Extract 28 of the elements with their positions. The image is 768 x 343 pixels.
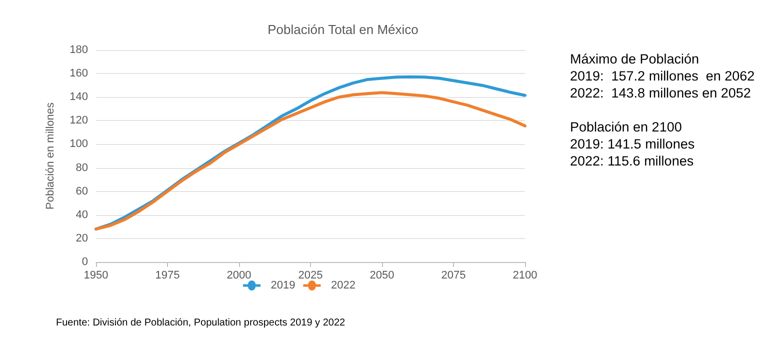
x-tick-label: 1975 xyxy=(155,270,180,282)
y-tick-label: 60 xyxy=(76,185,88,198)
y-tick-label: 40 xyxy=(76,208,88,221)
y-tick-label: 120 xyxy=(70,114,88,127)
y-axis-title: Población en millones xyxy=(44,102,56,210)
y-tick-label: 0 xyxy=(82,256,88,268)
x-tick-label: 2075 xyxy=(441,270,466,282)
y-tick-label: 100 xyxy=(70,138,88,150)
text: Población en 2100 xyxy=(570,120,682,134)
source-note: Fuente: División de Población, Population prospects 2019 y 2022 xyxy=(56,318,346,328)
y-tick-label: 20 xyxy=(76,232,88,244)
x-tick-label: 2025 xyxy=(298,270,323,282)
x-tick-label: 1950 xyxy=(84,270,108,282)
text: Máximo de Población xyxy=(570,52,700,66)
x-tick-label: 2000 xyxy=(226,270,252,282)
y-tick-label: 140 xyxy=(70,91,88,104)
x-tick-label: 2100 xyxy=(512,270,538,282)
text: 2019: 157.2 millones en 2062 xyxy=(570,68,755,84)
text: 2022: 115.6 millones xyxy=(570,154,694,168)
y-tick-label: 160 xyxy=(70,68,88,80)
y-tick-label: 80 xyxy=(76,162,88,174)
y-tick-label: 180 xyxy=(70,44,88,56)
legend-label: 2022 xyxy=(330,280,356,292)
chart-title: Población Total en México xyxy=(268,22,418,37)
legend-label: 2019 xyxy=(270,280,296,292)
text: 2019: 141.5 millones xyxy=(570,136,695,152)
x-tick-label: 2050 xyxy=(370,270,394,282)
text: 2022: 143.8 millones en 2052 xyxy=(570,86,751,100)
